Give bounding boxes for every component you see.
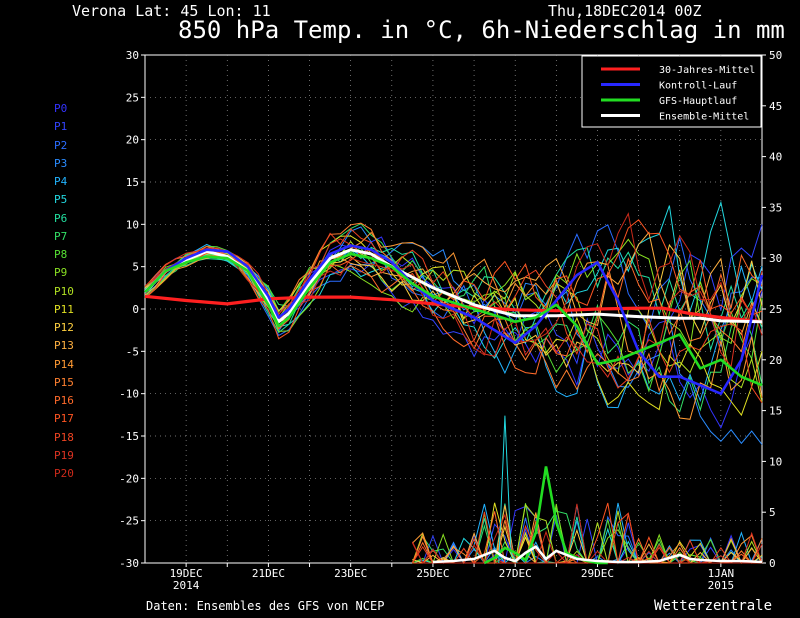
y-right-tick-label: 5 <box>769 506 776 519</box>
ensemble-mittel-line <box>143 248 763 324</box>
precipitation-series <box>411 415 763 565</box>
member-label: P20 <box>54 467 74 480</box>
run-datetime: Thu,18DEC2014 00Z <box>548 2 702 20</box>
temperature-series <box>143 244 764 395</box>
ensemble-member-list: P0 P1 P2 P3 P4 P5 P6 P7 P8 P9 P10 P11 P12 P13 P14 P15 P1… <box>54 100 74 483</box>
y-right-tick-label: 0 <box>769 557 776 570</box>
gfs-hauptlauf-line <box>144 252 763 387</box>
y-right-tick-label: 45 <box>769 100 782 113</box>
member-label: P7 <box>54 229 68 243</box>
y-right-tick-label: 25 <box>769 303 782 316</box>
member-label: P6 <box>54 211 68 225</box>
member-label: P5 <box>54 193 68 207</box>
y-left-tick-label: 25 <box>126 91 139 104</box>
x-tick-label: 29DEC <box>581 567 614 580</box>
x-tick-year-label: 2015 <box>708 579 735 592</box>
member-label: P0 <box>54 102 68 115</box>
y-left-tick-label: 30 <box>126 49 139 62</box>
y-left-tick-label: 15 <box>126 176 139 189</box>
kontroll-lauf-line <box>144 244 764 395</box>
member-label: P13 <box>54 339 74 353</box>
y-left-tick-label: -5 <box>126 345 139 358</box>
30-jahres-mittel-line <box>144 294 763 324</box>
member-label: P3 <box>54 156 68 170</box>
member-label: P11 <box>54 302 74 316</box>
ensemble-member-line <box>144 224 763 348</box>
y-left-tick-label: -20 <box>119 472 139 485</box>
y-left-tick-label: 10 <box>126 218 139 231</box>
legend-label: GFS-Hauptlauf <box>659 96 737 107</box>
y-left-tick-label: -10 <box>119 388 139 401</box>
data-credit: Daten: Ensembles des GFS von NCEP <box>146 599 385 613</box>
member-label: P19 <box>54 448 74 462</box>
station-location: Verona Lat: 45 Lon: 11 <box>72 2 271 20</box>
member-label: P2 <box>54 138 68 152</box>
y-left-tick-label: 20 <box>126 134 139 147</box>
axis-ticks: 302520151050-5-10-15-20-25-3050454035302… <box>119 49 782 592</box>
y-right-tick-label: 30 <box>769 252 782 265</box>
member-label: P9 <box>54 266 68 280</box>
y-left-tick-label: -30 <box>119 557 139 570</box>
member-label: P18 <box>54 430 74 444</box>
y-right-tick-label: 20 <box>769 354 782 367</box>
member-label: P8 <box>54 248 68 261</box>
ensemble-member-line <box>144 228 763 404</box>
chart-legend: 30-Jahres-Mittel Kontroll-Lauf GFS-Hauptla… <box>581 55 762 128</box>
x-tick-label: 23DEC <box>334 567 367 580</box>
y-left-tick-label: -25 <box>119 515 139 528</box>
member-precip-line <box>411 503 763 565</box>
member-label: P4 <box>54 175 68 188</box>
y-left-tick-label: 5 <box>132 261 139 274</box>
legend-label: Kontroll-Lauf <box>659 81 737 92</box>
ensemble-member-line <box>144 238 763 381</box>
member-label: P14 <box>54 357 74 371</box>
x-tick-label: 19DEC <box>170 567 203 580</box>
x-tick-year-label: 2014 <box>173 579 200 592</box>
brand-label: Wetterzentrale <box>654 598 773 614</box>
member-label: P15 <box>54 375 74 389</box>
member-label: P1 <box>54 120 68 134</box>
y-right-tick-label: 15 <box>769 405 782 418</box>
y-left-tick-label: 0 <box>132 303 139 316</box>
x-tick-label: 25DEC <box>416 567 449 580</box>
y-right-tick-label: 50 <box>769 49 782 62</box>
x-tick-label: 27DEC <box>499 567 532 580</box>
legend-label: Ensemble-Mittel <box>659 112 749 123</box>
member-label: P16 <box>54 394 74 407</box>
member-label: P12 <box>54 321 74 334</box>
y-right-tick-label: 10 <box>769 455 782 468</box>
x-tick-label: 21DEC <box>252 567 285 580</box>
legend-label: 30-Jahres-Mittel <box>659 65 755 76</box>
y-right-tick-label: 40 <box>769 151 782 164</box>
mean-precip-line <box>432 545 763 564</box>
x-tick-label: 1JAN <box>708 567 735 580</box>
member-label: P17 <box>54 412 74 426</box>
y-left-tick-label: -15 <box>119 430 139 443</box>
ensemble-member-line <box>144 212 763 356</box>
chart-title: 850 hPa Temp. in °C, 6h-Niederschlag in … <box>178 16 785 44</box>
ensemble-member-line <box>144 219 763 340</box>
precip-spike-line <box>498 415 518 564</box>
member-label: P10 <box>54 284 74 298</box>
y-right-tick-label: 35 <box>769 201 782 214</box>
